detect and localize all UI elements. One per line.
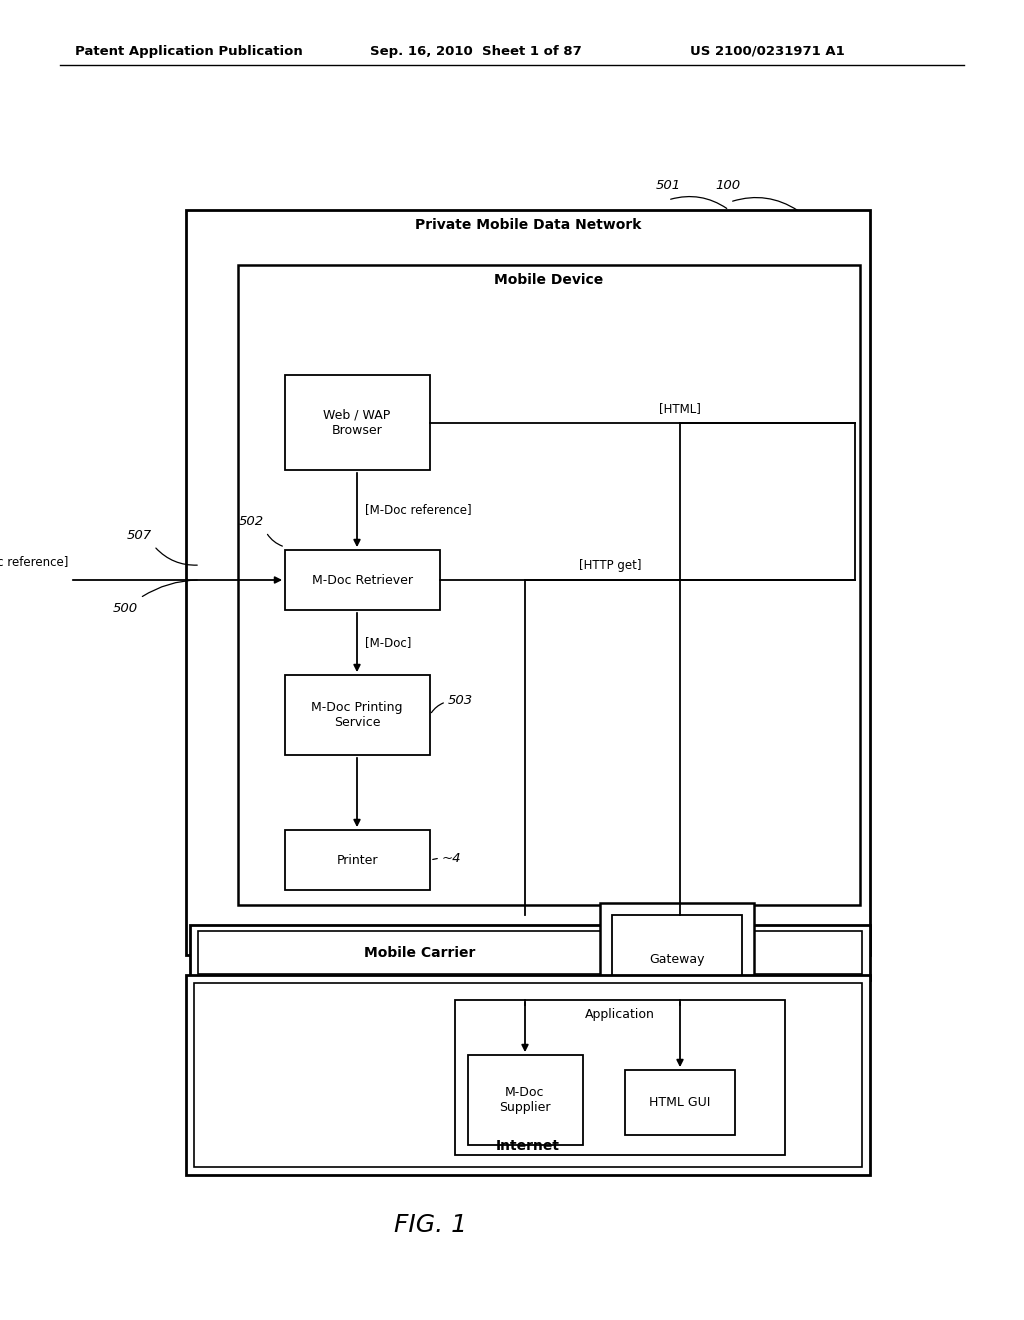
Text: Internet: Internet — [496, 1139, 560, 1152]
Text: [M-Doc]: [M-Doc] — [365, 636, 412, 649]
Text: Mobile Carrier: Mobile Carrier — [365, 946, 476, 960]
Text: 502: 502 — [239, 515, 264, 528]
Bar — [186, 210, 870, 954]
Text: [HTML]: [HTML] — [659, 403, 701, 414]
Text: 503: 503 — [449, 693, 473, 706]
Text: FIG. 1: FIG. 1 — [393, 1213, 467, 1237]
Text: [M-Doc or M-Doc reference]: [M-Doc or M-Doc reference] — [0, 554, 68, 568]
Bar — [186, 975, 870, 1175]
Text: M-Doc Printing
Service: M-Doc Printing Service — [311, 701, 402, 729]
Bar — [285, 550, 440, 610]
Text: Private Mobile Data Network: Private Mobile Data Network — [415, 218, 641, 232]
Bar — [198, 931, 862, 974]
Text: 500: 500 — [113, 602, 138, 615]
Text: HTML GUI: HTML GUI — [649, 1097, 711, 1110]
Text: 501: 501 — [656, 180, 681, 191]
Text: Gateway: Gateway — [649, 953, 705, 966]
Text: Patent Application Publication: Patent Application Publication — [75, 45, 303, 58]
Text: [HTTP get]: [HTTP get] — [579, 558, 641, 572]
Text: Web / WAP
Browser: Web / WAP Browser — [324, 409, 390, 437]
Bar — [455, 1001, 785, 1155]
Bar — [600, 903, 754, 1012]
Text: US 2100/0231971 A1: US 2100/0231971 A1 — [690, 45, 845, 58]
Bar — [285, 375, 430, 470]
Text: Application: Application — [585, 1008, 655, 1020]
Text: M-Doc
Supplier: M-Doc Supplier — [500, 1086, 551, 1114]
Bar — [285, 830, 430, 890]
Text: Printer: Printer — [336, 854, 378, 866]
Bar — [285, 675, 430, 755]
Bar — [190, 925, 870, 979]
Text: ~4: ~4 — [442, 851, 462, 865]
Text: 507: 507 — [127, 529, 152, 543]
Bar — [468, 1055, 583, 1144]
Bar — [625, 1071, 735, 1135]
Bar — [612, 915, 742, 1005]
Text: Mobile Device: Mobile Device — [495, 273, 603, 286]
Text: 100: 100 — [715, 180, 740, 191]
Text: [M-Doc reference]: [M-Doc reference] — [365, 503, 472, 516]
Text: M-Doc Retriever: M-Doc Retriever — [311, 573, 413, 586]
Text: Sep. 16, 2010  Sheet 1 of 87: Sep. 16, 2010 Sheet 1 of 87 — [370, 45, 582, 58]
Bar — [238, 265, 860, 906]
Bar — [194, 983, 862, 1167]
